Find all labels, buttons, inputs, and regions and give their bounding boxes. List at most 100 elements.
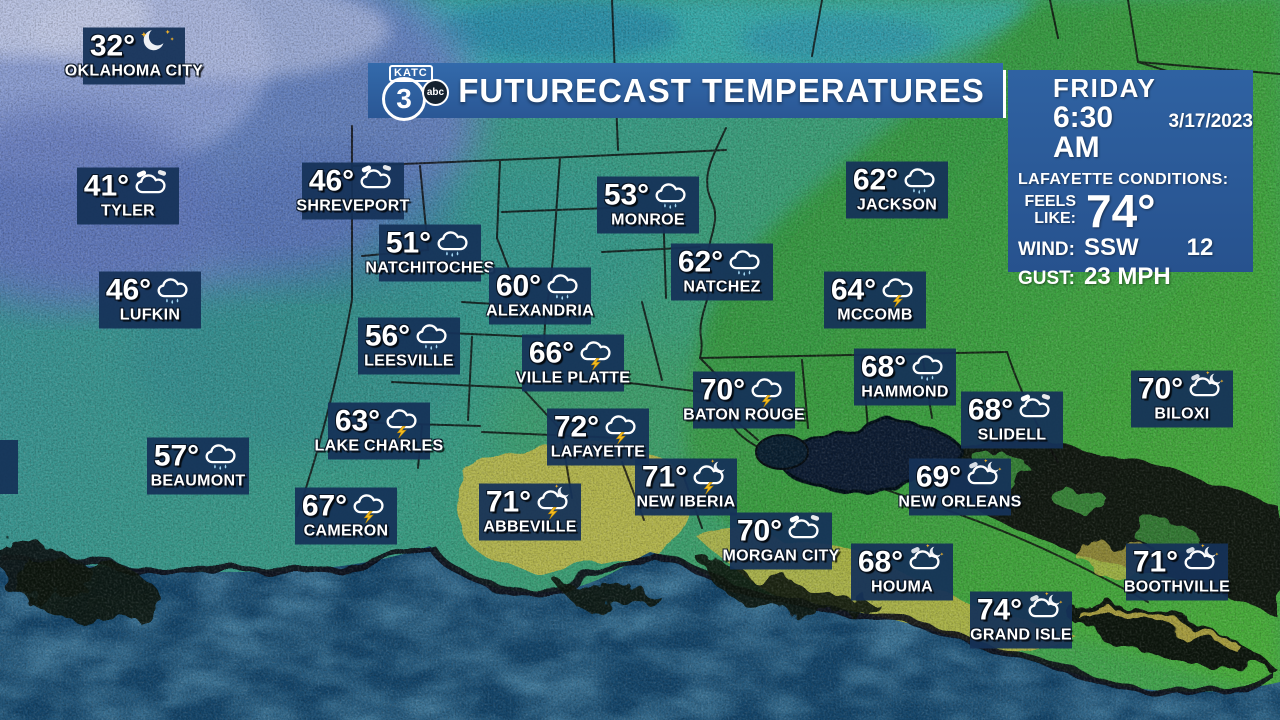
mostly-cloudy-icon: [785, 513, 825, 550]
thunderstorm-night-icon: [690, 459, 730, 496]
header-separator: [1003, 70, 1006, 118]
city-name: LAKE CHARLES: [314, 437, 444, 455]
city-name: ALEXANDRIA: [486, 302, 594, 320]
city-label-mccomb: 64° MCCOMB: [824, 271, 926, 329]
city-name: NATCHEZ: [683, 278, 761, 296]
city-name: SLIDELL: [977, 426, 1047, 444]
temperature-value: 74°: [976, 593, 1023, 626]
city-label-morgan-city: 70° MORGAN CITY: [722, 512, 839, 570]
city-label-biloxi: 70° BILOXI: [1131, 370, 1233, 428]
partly-cloudy-night-icon: [964, 458, 1004, 496]
city-name: MORGAN CITY: [722, 547, 840, 565]
city-label-abbeville: 71° ABBEVILLE: [479, 483, 581, 541]
page-title: FUTURECAST TEMPERATURES: [458, 71, 985, 109]
city-name: CAMERON: [303, 522, 389, 540]
city-label-lafayette: 72° LAFAYETTE: [547, 408, 649, 466]
city-label-baton-rouge: 70° BATON ROUGE: [683, 371, 805, 429]
city-name: ABBEVILLE: [483, 518, 577, 536]
temp-row: 68°: [968, 394, 1056, 427]
rain-icon: [544, 268, 584, 305]
temperature-value: 41°: [83, 169, 130, 202]
temperature-value: 71°: [641, 460, 688, 493]
temperature-value: 69°: [915, 460, 962, 493]
temperature-value: 70°: [1137, 372, 1184, 405]
feels-like-value: 74°: [1086, 185, 1156, 237]
city-name: LUFKIN: [119, 306, 181, 324]
temperature-value: 68°: [967, 393, 1014, 426]
partly-cloudy-night-icon: [906, 543, 946, 581]
temp-row: 71°: [1132, 543, 1221, 581]
wind-speed: 12: [1186, 234, 1214, 261]
rain-icon: [909, 349, 949, 386]
gust-value: 23 MPH: [1084, 263, 1171, 290]
temperature-value: 71°: [1132, 545, 1179, 578]
temp-row: 68°: [858, 543, 946, 581]
gust-row: GUST: 23 MPH: [1018, 263, 1253, 291]
channel-3-badge: 3: [382, 77, 426, 121]
temperature-value: 56°: [364, 319, 411, 352]
clear-night-icon: [138, 28, 178, 65]
temperature-value: 67°: [301, 489, 348, 522]
forecast-day: FRIDAY: [1053, 73, 1157, 103]
city-name: NEW ORLEANS: [898, 493, 1022, 511]
city-name: LEESVILLE: [364, 352, 454, 370]
city-name: SHREVEPORT: [296, 197, 410, 215]
rain-icon: [901, 162, 941, 199]
city-name: BATON ROUGE: [683, 406, 805, 424]
forecast-date: 3/17/2023: [1168, 111, 1253, 132]
conditions-heading: LAFAYETTE CONDITIONS:: [1018, 171, 1229, 188]
city-name: HAMMOND: [861, 383, 949, 401]
thunderstorm-icon: [350, 488, 390, 525]
city-name: BILOXI: [1154, 405, 1210, 423]
temp-row: 62°: [678, 246, 766, 279]
temp-row: 64°: [830, 273, 919, 308]
city-label-lufkin: 46° LUFKIN: [99, 271, 201, 329]
city-label-new-orleans: 69° NEW ORLEANS: [898, 458, 1021, 516]
temp-row: 67°: [301, 488, 390, 525]
rain-icon: [726, 244, 766, 281]
temperature-value: 60°: [495, 269, 542, 302]
city-label-natchitoches: 51° NATCHITOCHES: [365, 224, 494, 282]
city-name: MCCOMB: [837, 306, 913, 324]
partly-cloudy-night-icon: [1025, 591, 1065, 629]
city-label-alexandria: 60° ALEXANDRIA: [486, 267, 594, 325]
city-label-lake-charles: 63° LAKE CHARLES: [315, 402, 443, 460]
partly-cloudy-night-icon: [1181, 543, 1221, 581]
rain-icon: [413, 318, 453, 355]
temperature-value: 70°: [736, 514, 783, 547]
rain-icon: [652, 177, 692, 214]
city-label-ville-platte: 66° VILLE PLATTE: [516, 334, 630, 392]
temp-row: 66°: [529, 337, 617, 371]
gust-label: GUST:: [1018, 268, 1075, 289]
temperature-value: 64°: [830, 273, 877, 306]
city-label-beaumont: 57° BEAUMONT: [147, 437, 249, 495]
city-name: MONROE: [611, 211, 685, 229]
temp-row: 57°: [154, 440, 242, 473]
city-label-new-iberia: 71° NEW IBERIA: [635, 458, 737, 516]
abc-network-badge: abc: [422, 79, 449, 106]
forecast-time: 6:30 AM: [1053, 101, 1114, 164]
city-name: BOOTHVILLE: [1123, 578, 1231, 596]
temp-row: 70°: [700, 374, 788, 408]
city-name: OKLAHOMA CITY: [64, 62, 204, 80]
city-label-houma: 68° HOUMA: [851, 543, 953, 601]
temperature-value: 32°: [89, 29, 136, 62]
feels-like-row: FEELS LIKE: 74°: [1016, 185, 1253, 237]
temp-row: 46°: [309, 165, 397, 198]
temp-row: 51°: [386, 227, 474, 260]
rain-icon: [434, 225, 474, 262]
temperature-value: 51°: [385, 226, 432, 259]
city-label-grand-isle: 74° GRAND ISLE: [970, 591, 1072, 649]
wind-row: WIND: SSW 12: [1018, 234, 1253, 262]
temp-row: 71°: [641, 459, 730, 496]
city-label-slidell: 68° SLIDELL: [961, 391, 1063, 449]
city-label-oklahoma-city: 32° OKLAHOMA CITY: [65, 27, 203, 85]
city-name: HOUMA: [871, 578, 933, 596]
temp-row: 60°: [496, 270, 584, 303]
city-label-cameron: 67° CAMERON: [295, 487, 397, 545]
wind-direction: SSW: [1083, 234, 1139, 261]
city-label-boothville: 71° BOOTHVILLE: [1123, 543, 1231, 601]
mostly-cloudy-icon: [357, 163, 397, 200]
city-name: BEAUMONT: [150, 472, 246, 490]
